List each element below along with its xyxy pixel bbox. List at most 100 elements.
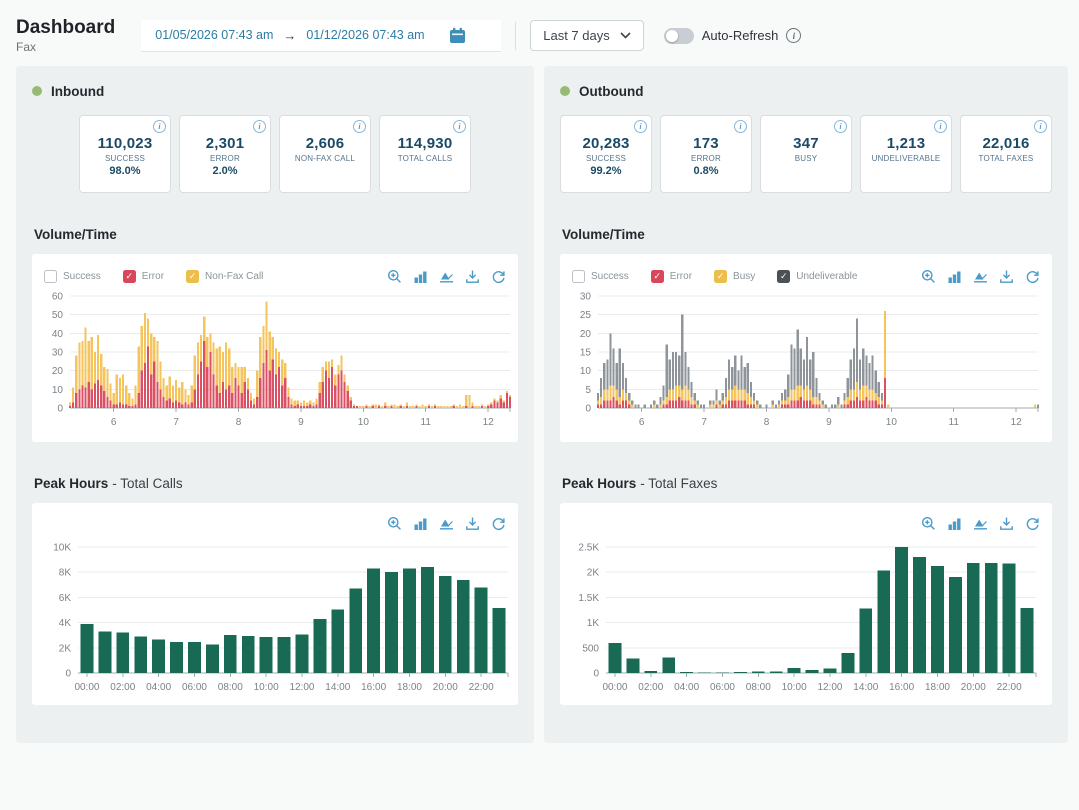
stat-value: 110,023 xyxy=(97,135,153,153)
unchecked-checkbox-icon[interactable] xyxy=(572,270,585,284)
info-icon[interactable]: i xyxy=(1034,119,1047,133)
bar-chart-icon[interactable] xyxy=(947,269,962,284)
refresh-icon[interactable] xyxy=(491,269,506,284)
svg-text:0: 0 xyxy=(585,403,591,414)
inbound-title: Inbound xyxy=(51,83,105,99)
download-icon[interactable] xyxy=(465,269,480,284)
svg-text:14:00: 14:00 xyxy=(325,682,350,693)
date-range-picker[interactable]: 01/05/2026 07:43 am → 01/12/2026 07:43 a… xyxy=(141,19,502,52)
legend-item-non-fax-call[interactable]: ✓ Non-Fax Call xyxy=(186,270,263,284)
svg-text:60: 60 xyxy=(52,291,64,302)
svg-text:06:00: 06:00 xyxy=(710,682,735,693)
refresh-icon[interactable] xyxy=(491,516,506,531)
stat-card-total-calls: i 114,930 TOTAL CALLS xyxy=(379,114,471,193)
legend-item-success[interactable]: Success xyxy=(572,270,629,284)
info-icon[interactable]: i xyxy=(634,119,647,133)
svg-text:04:00: 04:00 xyxy=(674,682,699,693)
zoom-in-icon[interactable] xyxy=(387,516,402,531)
svg-text:6K: 6K xyxy=(59,593,72,604)
info-icon[interactable]: i xyxy=(453,119,466,133)
zoom-in-icon[interactable] xyxy=(921,516,936,531)
refresh-icon[interactable] xyxy=(1025,516,1040,531)
inbound-panel-header: Inbound xyxy=(32,84,518,99)
svg-text:16:00: 16:00 xyxy=(361,682,386,693)
checked-checkbox-icon[interactable]: ✓ xyxy=(186,270,200,284)
info-icon[interactable]: i xyxy=(934,119,947,133)
date-start[interactable]: 01/05/2026 07:43 am xyxy=(155,28,274,43)
download-icon[interactable] xyxy=(999,516,1014,531)
header-divider xyxy=(515,21,517,50)
refresh-icon[interactable] xyxy=(1025,269,1040,284)
legend-item-success[interactable]: Success xyxy=(44,270,101,284)
info-icon[interactable]: i xyxy=(353,119,366,133)
inbound-volume-chart[interactable]: 0 10 20 30 40 50 60 6 7 8 9 10 11 12 xyxy=(32,290,518,445)
info-icon[interactable]: i xyxy=(253,119,266,133)
inbound-peak-controls xyxy=(32,505,518,537)
zoom-in-icon[interactable] xyxy=(921,269,936,284)
checked-checkbox-icon[interactable]: ✓ xyxy=(714,270,728,284)
stat-value: 347 xyxy=(793,135,819,153)
svg-text:10: 10 xyxy=(580,366,592,377)
chart-toolbar xyxy=(921,516,1040,531)
svg-text:30: 30 xyxy=(580,291,592,302)
svg-text:11: 11 xyxy=(421,417,432,428)
outbound-peak-controls xyxy=(560,505,1052,537)
legend-item-undeliverable[interactable]: ✓ Undeliverable xyxy=(777,270,857,284)
info-icon[interactable]: i xyxy=(786,28,802,44)
svg-text:8K: 8K xyxy=(59,568,72,579)
inbound-volume-legend: Success ✓ Error ✓ Non-Fax Call xyxy=(44,270,263,284)
inbound-peak-chart[interactable]: 0 2K 4K 6K 8K 10K 00:00 02:00 04:00 06:00 08:00 10:… xyxy=(32,537,518,708)
outbound-volume-title: Volume/Time xyxy=(562,226,645,242)
auto-refresh-toggle[interactable] xyxy=(663,27,694,44)
bar-chart-icon[interactable] xyxy=(947,516,962,531)
bar-chart-icon[interactable] xyxy=(413,269,428,284)
area-chart-icon[interactable] xyxy=(973,516,988,531)
title-block: Dashboard Fax xyxy=(16,17,116,54)
info-icon[interactable]: i xyxy=(734,119,747,133)
svg-text:40: 40 xyxy=(52,329,64,340)
page-title: Dashboard xyxy=(16,17,116,38)
svg-text:10: 10 xyxy=(358,417,370,428)
outbound-volume-legend: Success ✓ Error ✓ Busy ✓ Undeliverable xyxy=(572,270,857,284)
info-icon[interactable]: i xyxy=(153,119,166,133)
checked-checkbox-icon[interactable]: ✓ xyxy=(122,270,136,284)
auto-refresh-label: Auto-Refresh xyxy=(701,28,779,44)
svg-text:6: 6 xyxy=(111,417,117,428)
svg-text:08:00: 08:00 xyxy=(218,682,243,693)
date-end[interactable]: 01/12/2026 07:43 am xyxy=(306,28,425,43)
info-icon[interactable]: i xyxy=(834,119,847,133)
svg-text:12:00: 12:00 xyxy=(817,682,842,693)
svg-text:10: 10 xyxy=(52,385,64,396)
outbound-volume-chart[interactable]: 0 5 10 15 20 25 30 6 7 8 9 10 11 12 xyxy=(560,290,1052,445)
legend-item-error[interactable]: ✓ Error xyxy=(122,270,165,284)
svg-text:16:00: 16:00 xyxy=(889,682,914,693)
stat-label: SUCCESS xyxy=(585,154,627,164)
download-icon[interactable] xyxy=(999,269,1014,284)
stat-sub-value: 99.2% xyxy=(590,165,622,178)
range-select-dropdown[interactable]: Last 7 days xyxy=(530,20,644,52)
outbound-peak-chart[interactable]: 0 500 1K 1.5K 2K 2.5K 00:00 02:00 04:00 06:00 08:0… xyxy=(560,537,1052,708)
svg-text:5: 5 xyxy=(585,385,591,396)
outbound-peak-card: 0 500 1K 1.5K 2K 2.5K 00:00 02:00 04:00 06:00 08:0… xyxy=(560,502,1052,708)
area-chart-icon[interactable] xyxy=(973,269,988,284)
calendar-icon[interactable] xyxy=(449,27,466,44)
download-icon[interactable] xyxy=(465,516,480,531)
legend-label: Error xyxy=(141,271,165,283)
legend-item-busy[interactable]: ✓ Busy xyxy=(714,270,756,284)
legend-item-error[interactable]: ✓ Error xyxy=(650,270,692,284)
bar-chart-icon[interactable] xyxy=(413,516,428,531)
area-chart-icon[interactable] xyxy=(439,516,454,531)
unchecked-checkbox-icon[interactable] xyxy=(44,270,57,284)
legend-label: Busy xyxy=(733,271,756,283)
stat-value: 20,283 xyxy=(582,135,630,153)
area-chart-icon[interactable] xyxy=(439,269,454,284)
checked-checkbox-icon[interactable]: ✓ xyxy=(650,270,664,284)
svg-text:9: 9 xyxy=(826,417,832,428)
stat-card-undeliverable: i 1,213 UNDELIVERABLE xyxy=(860,114,952,193)
checked-checkbox-icon[interactable]: ✓ xyxy=(777,270,791,284)
stat-card-non-fax-call: i 2,606 NON-FAX CALL xyxy=(279,114,371,193)
svg-text:22:00: 22:00 xyxy=(469,682,494,693)
svg-text:500: 500 xyxy=(582,643,599,654)
svg-text:04:00: 04:00 xyxy=(146,682,171,693)
zoom-in-icon[interactable] xyxy=(387,269,402,284)
